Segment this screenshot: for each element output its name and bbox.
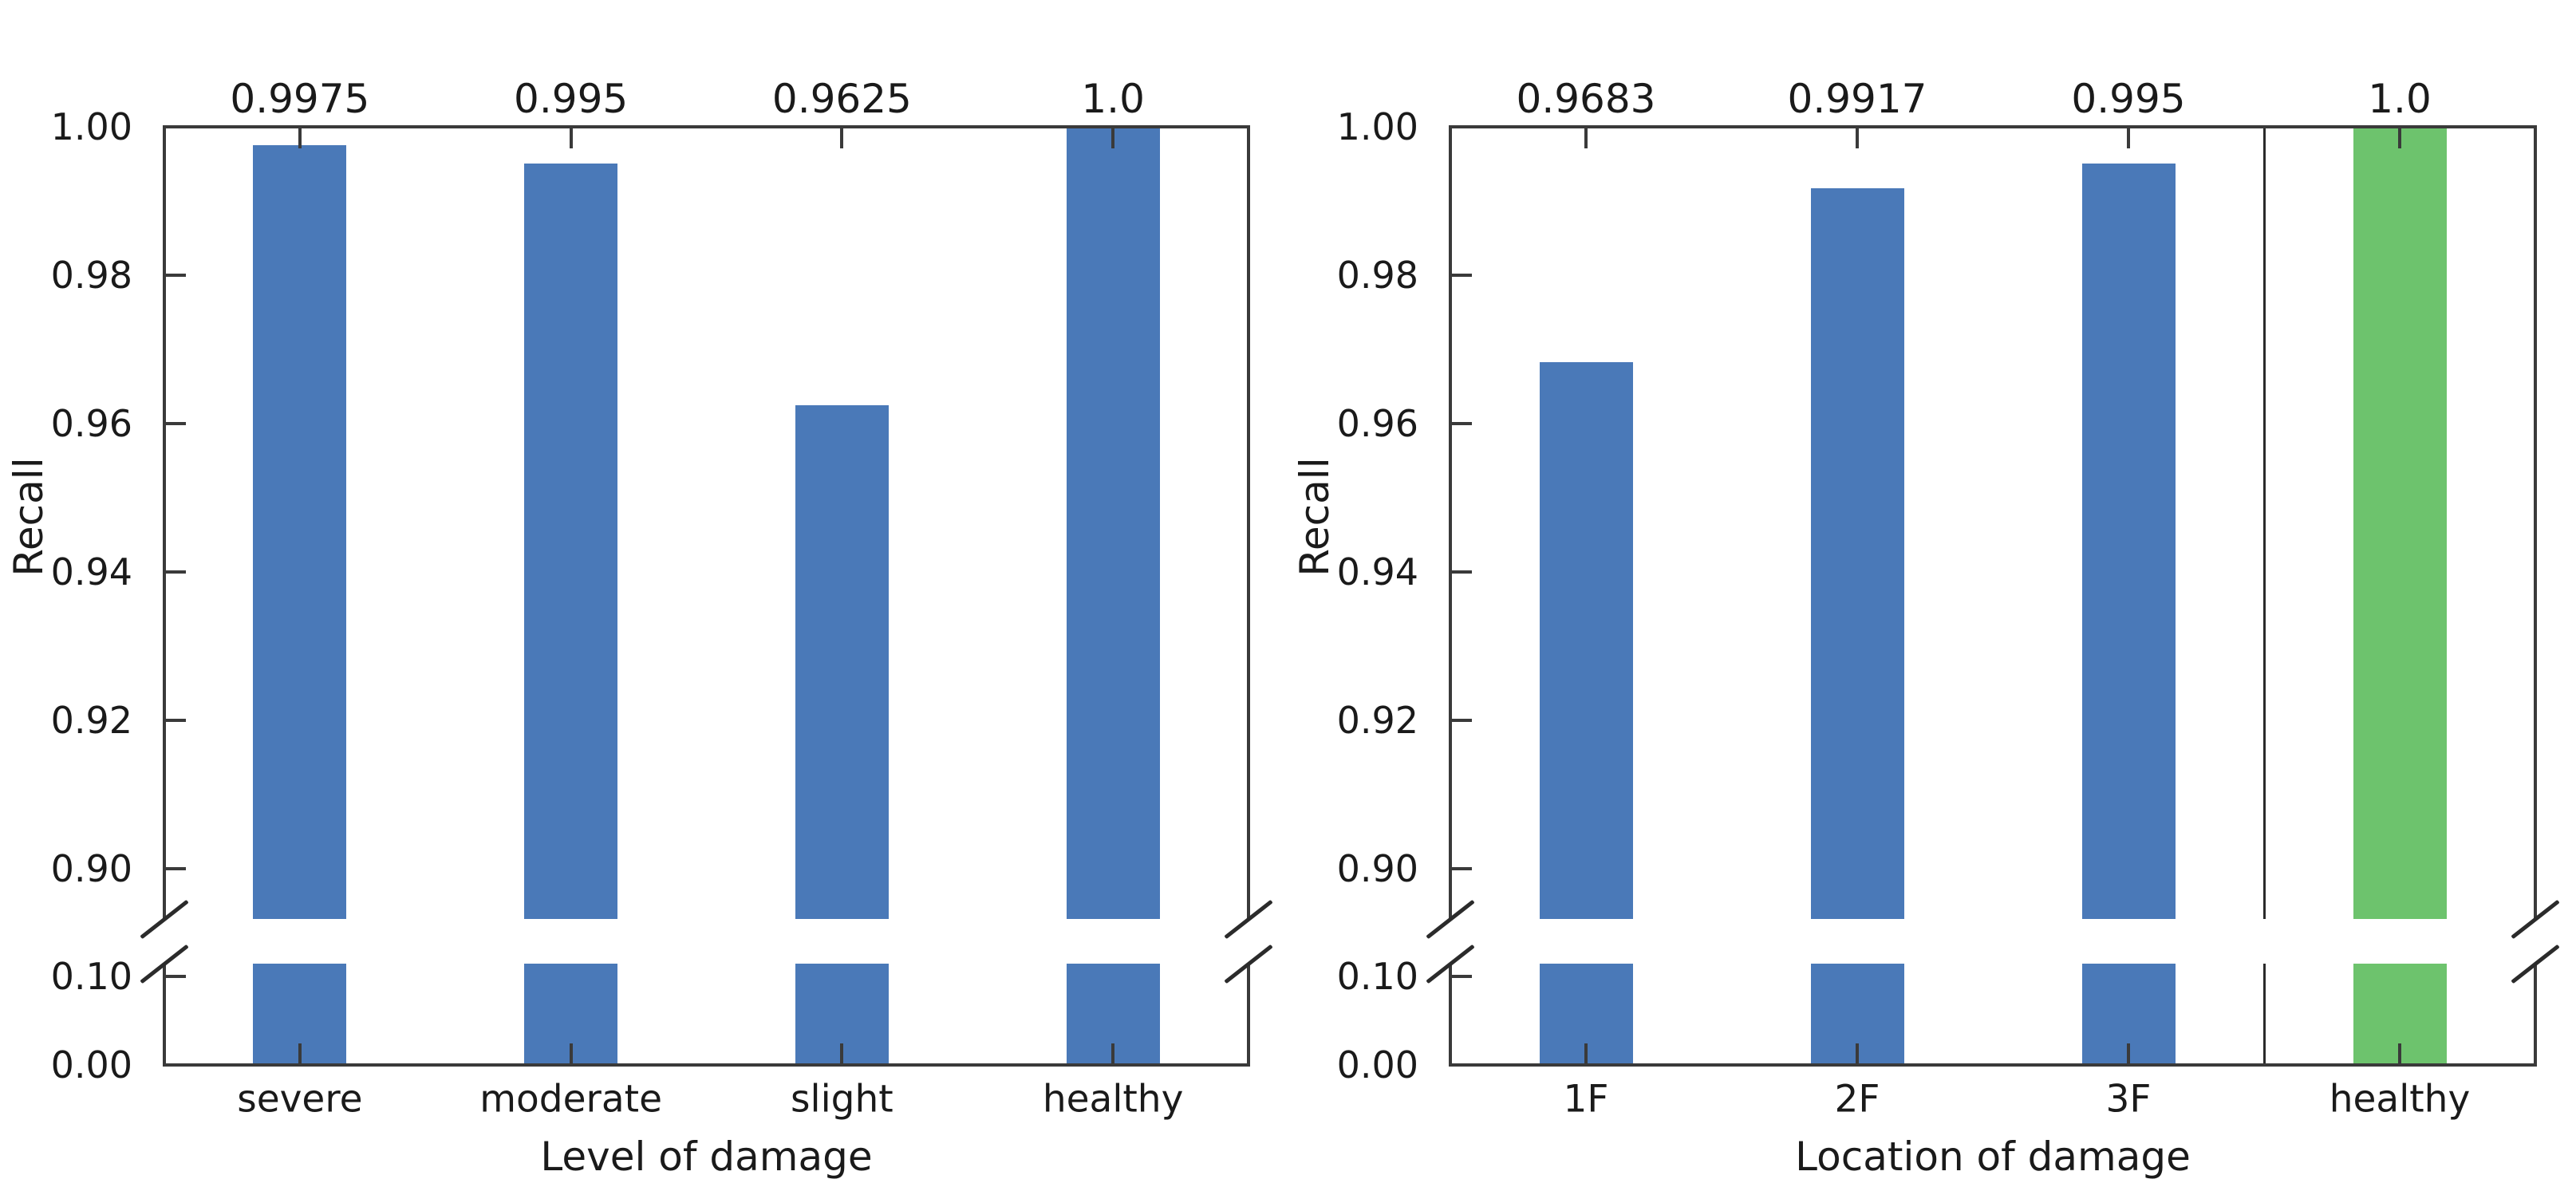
y-tick-label-0.00: 0.00 bbox=[1336, 1043, 1418, 1086]
bar-2F bbox=[1810, 188, 1904, 919]
x-tick-label-3F: 3F bbox=[2105, 1077, 2152, 1122]
x-tick-label-moderate: moderate bbox=[479, 1077, 663, 1122]
y-tick-0.98 bbox=[1450, 273, 1472, 277]
y-tick-label-0.90: 0.90 bbox=[1336, 846, 1418, 890]
y-tick-0.90 bbox=[1450, 866, 1472, 870]
bar-3F bbox=[2081, 164, 2176, 919]
y-tick-0.94 bbox=[164, 570, 186, 574]
y-tick-0.98 bbox=[164, 273, 186, 277]
bottom-tick-healthy bbox=[1111, 1043, 1115, 1065]
y-tick-0.92 bbox=[1450, 718, 1472, 722]
y-tick-label-0.10: 0.10 bbox=[1336, 954, 1418, 998]
top-tick-healthy bbox=[2398, 127, 2401, 148]
x-tick-label-healthy: healthy bbox=[1042, 1077, 1184, 1122]
x-tick-label-slight: slight bbox=[791, 1077, 894, 1122]
bottom-tick-healthy bbox=[2398, 1043, 2401, 1065]
bottom-tick-severe bbox=[298, 1043, 302, 1065]
y-tick-1.00 bbox=[1450, 125, 1472, 128]
y-tick-0.96 bbox=[164, 421, 186, 425]
bottom-tick-1F bbox=[1584, 1043, 1588, 1065]
bar-value-label-1F: 0.9683 bbox=[1516, 76, 1656, 122]
bar-severe bbox=[253, 145, 347, 919]
top-tick-healthy bbox=[1111, 127, 1115, 148]
top-tick-moderate bbox=[569, 127, 573, 148]
y-axis-label-recall-right: Recall bbox=[1292, 457, 1338, 577]
bottom-tick-2F bbox=[1856, 1043, 1859, 1065]
bar-value-label-healthy: 1.0 bbox=[2368, 76, 2432, 122]
y-tick-label-0.90: 0.90 bbox=[50, 846, 132, 890]
top-tick-2F bbox=[1856, 127, 1859, 148]
y-tick-label-1.00: 1.00 bbox=[1336, 105, 1418, 148]
top-tick-3F bbox=[2127, 127, 2130, 148]
bar-slight bbox=[795, 404, 889, 919]
left-spine-lower bbox=[163, 964, 166, 1065]
y-tick-label-1.00: 1.00 bbox=[50, 105, 132, 148]
y-tick-1.00 bbox=[164, 125, 186, 128]
left-spine-lower bbox=[1449, 964, 1452, 1065]
top-tick-slight bbox=[840, 127, 844, 148]
bar-value-label-severe: 0.9975 bbox=[230, 76, 370, 122]
y-tick-label-0.94: 0.94 bbox=[50, 550, 132, 594]
right-spine-upper bbox=[2534, 127, 2537, 919]
y-axis-label-recall-left: Recall bbox=[6, 457, 52, 577]
y-tick-0.90 bbox=[164, 866, 186, 870]
y-tick-0.94 bbox=[1450, 570, 1472, 574]
y-tick-label-0.98: 0.98 bbox=[50, 253, 132, 297]
y-tick-label-0.94: 0.94 bbox=[1336, 550, 1418, 594]
top-spine bbox=[163, 125, 1250, 128]
bottom-tick-slight bbox=[840, 1043, 844, 1065]
bar-value-label-slight: 0.9625 bbox=[771, 76, 912, 122]
y-tick-label-0.00: 0.00 bbox=[50, 1043, 132, 1086]
bottom-spine bbox=[163, 1063, 1250, 1067]
bar-moderate bbox=[524, 164, 618, 919]
y-tick-label-0.92: 0.92 bbox=[50, 698, 132, 742]
x-tick-label-healthy: healthy bbox=[2329, 1077, 2471, 1122]
y-tick-0.96 bbox=[1450, 421, 1472, 425]
y-tick-0.00 bbox=[164, 1063, 186, 1067]
top-spine bbox=[1449, 125, 2537, 128]
bar-value-label-2F: 0.9917 bbox=[1787, 76, 1927, 122]
x-axis-label-level-of-damage: Level of damage bbox=[540, 1134, 873, 1180]
top-tick-severe bbox=[298, 127, 302, 148]
y-tick-0.10 bbox=[1450, 974, 1472, 978]
y-tick-label-0.98: 0.98 bbox=[1336, 253, 1418, 297]
top-tick-1F bbox=[1584, 127, 1588, 148]
y-tick-label-0.96: 0.96 bbox=[50, 401, 132, 445]
x-tick-label-1F: 1F bbox=[1563, 1077, 1609, 1122]
group-separator-line bbox=[2262, 964, 2266, 1065]
x-tick-label-severe: severe bbox=[237, 1077, 363, 1122]
bottom-tick-3F bbox=[2127, 1043, 2130, 1065]
right-spine-lower bbox=[2534, 964, 2537, 1065]
y-tick-0.10 bbox=[164, 974, 186, 978]
y-tick-label-0.10: 0.10 bbox=[50, 954, 132, 998]
right-spine-lower bbox=[1247, 964, 1250, 1065]
bar-1F bbox=[1539, 361, 1633, 919]
y-tick-0.00 bbox=[1450, 1063, 1472, 1067]
y-tick-0.92 bbox=[164, 718, 186, 722]
left-spine-upper bbox=[1449, 127, 1452, 919]
bar-healthy bbox=[2353, 127, 2447, 919]
bar-value-label-moderate: 0.995 bbox=[514, 76, 629, 122]
y-tick-label-0.96: 0.96 bbox=[1336, 401, 1418, 445]
bar-healthy bbox=[1066, 127, 1160, 919]
group-separator-line bbox=[2262, 127, 2266, 919]
right-spine-upper bbox=[1247, 127, 1250, 919]
bar-value-label-healthy: 1.0 bbox=[1081, 76, 1145, 122]
x-tick-label-2F: 2F bbox=[1834, 1077, 1880, 1122]
bar-value-label-3F: 0.995 bbox=[2071, 76, 2186, 122]
left-spine-upper bbox=[163, 127, 166, 919]
y-tick-label-0.92: 0.92 bbox=[1336, 698, 1418, 742]
bottom-tick-moderate bbox=[569, 1043, 573, 1065]
x-axis-label-location-of-damage: Location of damage bbox=[1795, 1134, 2191, 1180]
bottom-spine bbox=[1449, 1063, 2537, 1067]
